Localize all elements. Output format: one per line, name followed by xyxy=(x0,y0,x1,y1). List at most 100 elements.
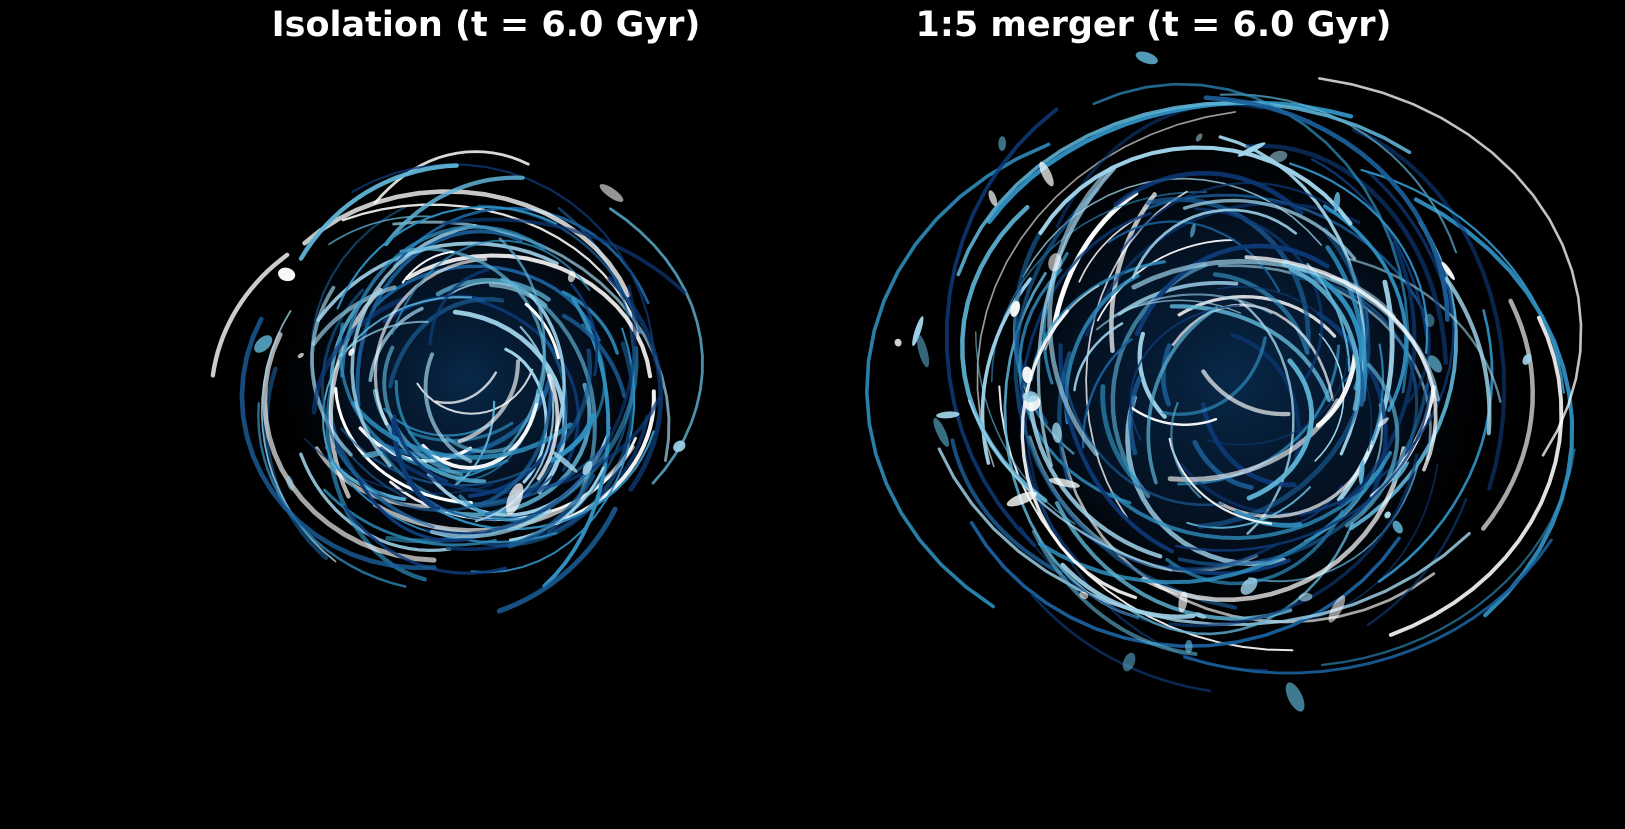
stellar-stream xyxy=(492,475,554,502)
stellar-stream xyxy=(976,111,1237,468)
stellar-stream xyxy=(1413,197,1575,618)
stellar-stream xyxy=(350,401,573,460)
stellar-stream xyxy=(561,290,619,355)
stellar-stream xyxy=(298,163,459,261)
satellite-clump xyxy=(1269,150,1288,163)
stellar-stream xyxy=(1177,383,1429,567)
stellar-stream xyxy=(1238,299,1295,535)
satellite-clump xyxy=(297,352,304,359)
stellar-stream xyxy=(1146,306,1219,485)
stellar-stream xyxy=(1117,281,1239,316)
stellar-streams-isolation xyxy=(210,150,704,614)
stellar-stream xyxy=(1444,276,1492,436)
stellar-stream xyxy=(1109,461,1386,541)
stellar-stream xyxy=(1013,188,1238,610)
stellar-stream xyxy=(1057,351,1074,490)
stellar-stream xyxy=(1167,398,1341,483)
stellar-stream xyxy=(391,239,591,335)
stellar-stream xyxy=(470,327,636,574)
stellar-stream xyxy=(334,386,473,505)
stellar-stream xyxy=(1028,400,1163,559)
stellar-stream xyxy=(428,268,490,346)
satellite-clump xyxy=(505,483,524,515)
stellar-stream xyxy=(1360,168,1565,394)
stellar-stream xyxy=(442,217,687,295)
stellar-stream xyxy=(1216,285,1373,452)
stellar-stream xyxy=(555,348,593,449)
satellite-clump xyxy=(348,348,355,356)
stellar-stream xyxy=(1129,304,1240,441)
satellite-clump xyxy=(1428,355,1443,373)
satellite-clump xyxy=(936,411,960,419)
stellar-stream xyxy=(394,379,451,471)
stellar-stream xyxy=(1031,529,1198,656)
satellite-clump xyxy=(1190,223,1196,238)
stellar-stream xyxy=(328,287,383,499)
stellar-stream xyxy=(1081,530,1277,571)
stellar-stream xyxy=(1289,162,1429,354)
stellar-stream xyxy=(1019,211,1152,563)
stellar-stream xyxy=(864,142,1051,609)
satellite-clump xyxy=(912,316,924,347)
satellite-clump xyxy=(1333,191,1341,212)
stellar-stream xyxy=(373,150,530,205)
stellar-stream xyxy=(956,100,1412,277)
stellar-stream xyxy=(1054,501,1293,621)
stellar-stream xyxy=(1388,315,1564,637)
stellar-stream xyxy=(311,295,409,415)
stellar-stream xyxy=(311,285,397,347)
stellar-stream xyxy=(392,206,650,305)
satellite-clump xyxy=(1079,591,1089,600)
satellite-clump xyxy=(1048,477,1080,488)
satellite-clump xyxy=(254,335,273,353)
stellar-stream xyxy=(1325,245,1368,403)
stellar-stream xyxy=(1201,369,1291,417)
stellar-stream xyxy=(1183,538,1553,675)
stellar-stream xyxy=(392,220,671,463)
stellar-stream xyxy=(1177,344,1341,486)
satellite-clump xyxy=(582,461,593,475)
stellar-stream xyxy=(967,399,1173,572)
satellite-clump xyxy=(1039,161,1054,187)
panel-title-merger: 1:5 merger (t = 6.0 Gyr) xyxy=(915,5,1392,45)
stellar-stream xyxy=(1143,193,1428,318)
stellar-stream xyxy=(299,452,452,553)
satellite-clump xyxy=(1194,612,1207,619)
stellar-stream xyxy=(1170,401,1202,499)
stellar-stream xyxy=(1248,464,1419,583)
panel-isolation: Isolation (t = 6.0 Gyr) xyxy=(0,0,812,829)
satellite-clump xyxy=(362,450,384,458)
stellar-stream xyxy=(350,223,477,468)
stellar-stream xyxy=(1062,371,1225,507)
satellite-clump xyxy=(1178,591,1188,613)
satellite-clump xyxy=(673,440,686,453)
stellar-stream xyxy=(1344,363,1400,528)
stellar-stream xyxy=(473,390,553,509)
stellar-stream xyxy=(1100,384,1140,485)
satellite-clump xyxy=(567,271,576,283)
satellite-clump xyxy=(894,338,902,347)
stellar-stream xyxy=(334,447,487,513)
stellar-stream xyxy=(1128,376,1142,456)
stellar-stream xyxy=(324,446,558,543)
stellar-stream xyxy=(1036,167,1117,468)
satellite-clump xyxy=(1048,253,1062,272)
stellar-stream xyxy=(392,414,449,483)
stellar-stream xyxy=(1078,217,1138,283)
satellite-clump xyxy=(1298,592,1313,602)
stellar-stream xyxy=(1182,198,1357,261)
stellar-stream xyxy=(437,430,655,531)
stellar-stream xyxy=(351,163,656,362)
stellar-stream xyxy=(1020,309,1138,600)
stellar-stream xyxy=(1030,593,1212,693)
satellite-clump xyxy=(1195,133,1203,142)
stellar-stream xyxy=(496,506,618,614)
stellar-stream xyxy=(1038,451,1393,585)
stellar-stream xyxy=(1165,509,1345,586)
satellite-clump xyxy=(599,184,624,202)
stellar-stream xyxy=(528,293,566,432)
satellite-clump xyxy=(988,190,998,207)
stellar-stream xyxy=(1137,331,1167,419)
stellar-stream xyxy=(355,229,523,408)
stellar-stream xyxy=(388,296,505,389)
